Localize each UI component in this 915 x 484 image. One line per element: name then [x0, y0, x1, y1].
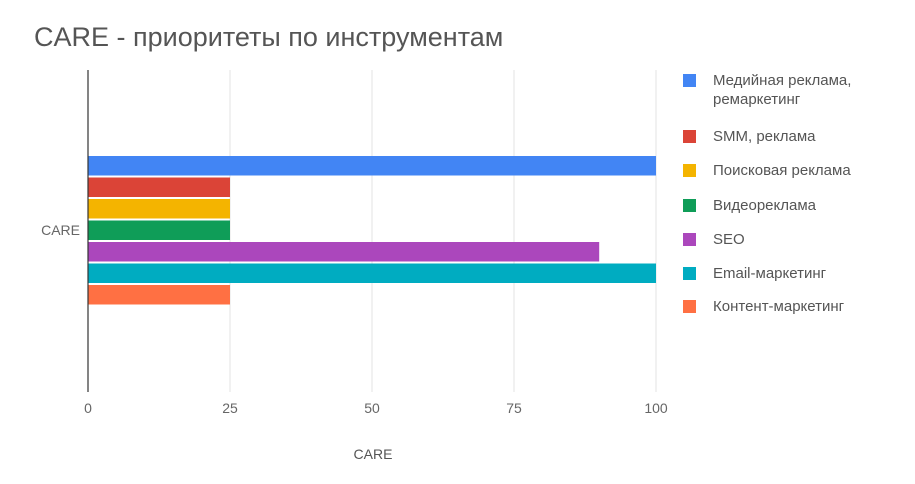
legend-swatch	[683, 300, 696, 313]
bar	[88, 220, 230, 240]
gridlines	[229, 70, 657, 392]
bar	[88, 199, 230, 219]
chart-title: CARE - приоритеты по инструментам	[34, 22, 504, 52]
x-axis-ticks: 0 25 50 75 100	[84, 400, 668, 416]
legend-label: SMM, реклама	[713, 128, 816, 145]
x-tick-label: 75	[506, 400, 522, 416]
legend-swatch	[683, 130, 696, 143]
bar	[88, 242, 600, 262]
x-tick-label: 25	[222, 400, 238, 416]
legend: Медийная реклама, ремаркетинг SMM, реклама…	[683, 72, 851, 315]
legend-label: Поисковая реклама	[713, 162, 851, 179]
legend-label: Email-маркетинг	[713, 265, 827, 282]
legend-label: Медийная реклама, ремаркетинг	[713, 72, 851, 108]
legend-label: SEO	[713, 231, 745, 248]
x-tick-label: 100	[644, 400, 668, 416]
x-tick-label: 50	[364, 400, 380, 416]
legend-swatch	[683, 233, 696, 246]
legend-label: Контент-маркетинг	[713, 298, 845, 315]
legend-swatch	[683, 199, 696, 212]
bars	[88, 156, 656, 305]
legend-label: Видеореклама	[713, 197, 817, 214]
bar	[88, 285, 230, 305]
x-tick-label: 0	[84, 400, 92, 416]
category-label: CARE	[41, 222, 80, 238]
bar	[88, 263, 656, 283]
x-axis-title: CARE	[354, 446, 393, 462]
bar	[88, 156, 656, 176]
legend-swatch	[683, 164, 696, 177]
bar	[88, 177, 230, 197]
legend-swatch	[683, 267, 696, 280]
legend-swatch	[683, 74, 696, 87]
